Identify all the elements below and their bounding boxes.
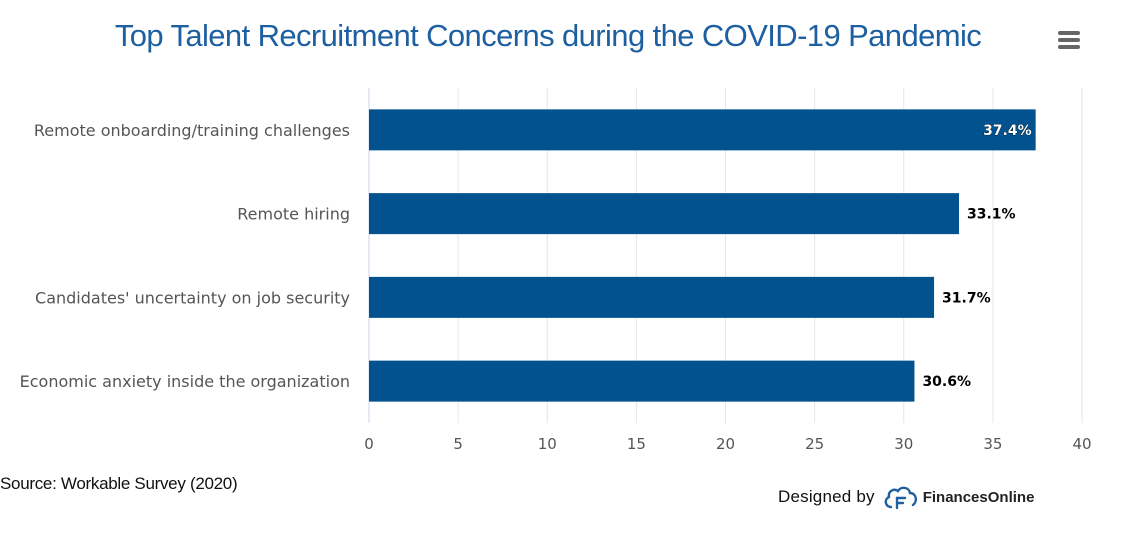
- bar: [369, 193, 960, 235]
- bar: [369, 276, 935, 318]
- data-label: 31.7%: [942, 290, 991, 306]
- x-tick-label: 35: [983, 435, 1002, 453]
- x-tick-label: 10: [538, 435, 557, 453]
- category-label: Economic anxiety inside the organization: [20, 372, 350, 391]
- x-tick-label: 25: [805, 435, 824, 453]
- bar: [369, 109, 1036, 151]
- category-label: Remote onboarding/training challenges: [34, 121, 350, 140]
- chart-title: Top Talent Recruitment Concerns during t…: [114, 18, 982, 53]
- category-label: Remote hiring: [237, 205, 350, 224]
- x-tick-label: 40: [1072, 435, 1091, 453]
- designed-by-label: Designed by: [778, 487, 875, 506]
- x-tick-label: 5: [453, 435, 463, 453]
- financesonline-logo-icon: [884, 486, 917, 510]
- x-tick-label: 30: [894, 435, 913, 453]
- brand-name: FinancesOnline: [922, 488, 1035, 506]
- hamburger-menu-icon[interactable]: [1055, 28, 1083, 52]
- bar: [369, 360, 915, 402]
- designed-by-credit[interactable]: Designed by FinancesOnline: [778, 482, 1034, 512]
- x-tick-label: 15: [627, 435, 646, 453]
- x-tick-label: 0: [364, 435, 374, 453]
- source-note: Source: Workable Survey (2020): [0, 474, 238, 493]
- data-label: 30.6%: [922, 374, 971, 390]
- category-label: Candidates' uncertainty on job security: [35, 288, 350, 307]
- x-tick-label: 20: [716, 435, 735, 453]
- data-label: 37.4%: [983, 123, 1032, 139]
- data-label: 33.1%: [967, 207, 1016, 223]
